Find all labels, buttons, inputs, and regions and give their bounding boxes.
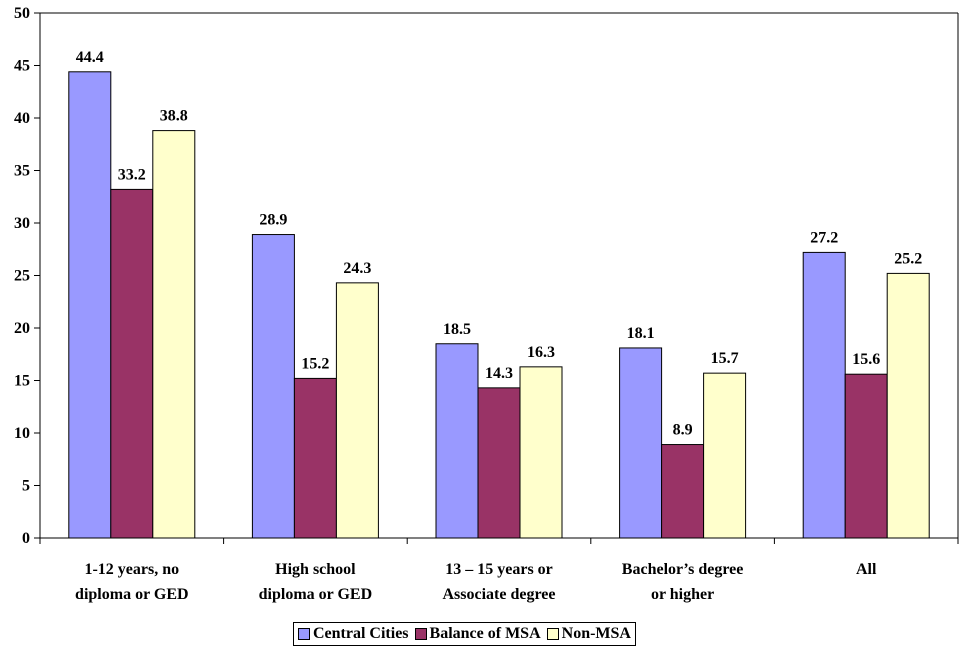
data-label-central-cities: 18.1 bbox=[627, 325, 655, 342]
bar-balance-of-msa bbox=[110, 188, 154, 539]
data-label-balance-of-msa: 14.3 bbox=[485, 365, 513, 382]
data-label-central-cities: 18.5 bbox=[443, 321, 471, 338]
bar-chart: 0 5 10 15 20 25 30 35 40 45 50 44.4 33.2 38.8 1-12 yea… bbox=[14, 5, 959, 603]
bar-central-cities bbox=[68, 71, 112, 539]
data-label-balance-of-msa: 8.9 bbox=[673, 422, 693, 439]
legend-swatch-non-msa bbox=[546, 628, 559, 640]
data-label-balance-of-msa: 15.2 bbox=[301, 355, 329, 372]
bar-central-cities bbox=[619, 347, 663, 539]
legend-label-central-cities: Central Cities bbox=[313, 625, 409, 642]
data-label-central-cities: 44.4 bbox=[76, 49, 104, 66]
y-tick-label: 5 bbox=[22, 478, 30, 495]
legend-swatch-central-cities bbox=[298, 628, 310, 640]
legend-label-balance-of-msa: Balance of MSA bbox=[429, 625, 541, 642]
y-tick-label: 30 bbox=[14, 215, 30, 232]
bar-non-msa bbox=[152, 130, 196, 539]
bar-balance-of-msa bbox=[844, 373, 888, 539]
bar-central-cities bbox=[251, 234, 295, 539]
x-category-label: or higher bbox=[651, 586, 714, 603]
data-label-non-msa: 16.3 bbox=[527, 344, 555, 361]
bar-balance-of-msa bbox=[293, 377, 337, 539]
bar-non-msa bbox=[519, 366, 563, 539]
data-label-central-cities: 28.9 bbox=[259, 212, 287, 229]
x-category-label: All bbox=[856, 561, 877, 578]
x-category-label: diploma or GED bbox=[75, 586, 189, 603]
y-tick-label: 0 bbox=[22, 530, 30, 547]
x-category-label: diploma or GED bbox=[259, 586, 373, 603]
legend-label-non-msa: Non-MSA bbox=[561, 625, 631, 642]
bar-central-cities bbox=[435, 343, 479, 539]
chart-legend: Central Cities Balance of MSA Non-MSA bbox=[293, 622, 636, 646]
data-label-central-cities: 27.2 bbox=[810, 229, 838, 246]
y-tick-label: 35 bbox=[14, 163, 30, 180]
legend-item-balance-of-msa: Balance of MSA bbox=[414, 625, 541, 643]
data-label-non-msa: 38.8 bbox=[160, 108, 188, 125]
data-label-non-msa: 25.2 bbox=[894, 250, 922, 267]
bar-balance-of-msa bbox=[477, 387, 521, 539]
y-tick-label: 15 bbox=[14, 373, 30, 390]
x-category-label: High school bbox=[275, 561, 356, 578]
x-category-label: 13 – 15 years or bbox=[445, 561, 553, 578]
bar-balance-of-msa bbox=[661, 444, 705, 539]
y-tick-label: 40 bbox=[14, 110, 30, 127]
x-category-label: 1-12 years, no bbox=[84, 561, 179, 578]
x-category-label: Bachelor’s degree bbox=[622, 561, 744, 578]
legend-swatch-balance-of-msa bbox=[414, 628, 427, 640]
data-label-balance-of-msa: 33.2 bbox=[118, 166, 146, 183]
legend-item-non-msa: Non-MSA bbox=[546, 625, 631, 643]
x-category-label: Associate degree bbox=[443, 586, 556, 603]
bar-non-msa bbox=[886, 272, 930, 539]
y-tick-label: 50 bbox=[14, 5, 30, 22]
legend-item-central-cities: Central Cities bbox=[298, 625, 409, 643]
y-tick-label: 45 bbox=[14, 58, 30, 75]
y-tick-label: 20 bbox=[14, 320, 30, 337]
bar-non-msa bbox=[335, 282, 379, 539]
plot-area: 0 5 10 15 20 25 30 35 40 45 50 44.4 33.2 38.8 1-12 yea… bbox=[14, 5, 959, 603]
bar-non-msa bbox=[703, 372, 747, 539]
data-label-non-msa: 15.7 bbox=[711, 350, 739, 367]
y-tick-label: 10 bbox=[14, 425, 30, 442]
data-label-balance-of-msa: 15.6 bbox=[852, 351, 880, 368]
bar-central-cities bbox=[802, 251, 846, 539]
data-label-non-msa: 24.3 bbox=[343, 260, 371, 277]
y-tick-label: 25 bbox=[14, 268, 30, 285]
